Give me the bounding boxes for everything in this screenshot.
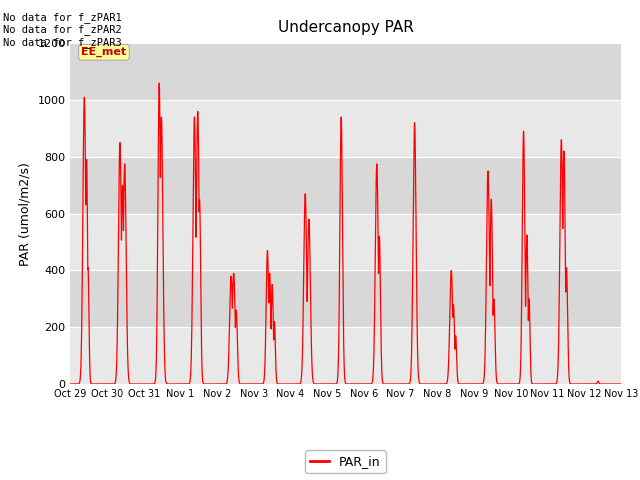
Bar	[70, 43, 621, 100]
Text: EE_met: EE_met	[81, 47, 127, 58]
Bar	[70, 157, 621, 214]
Text: No data for f_zPAR1
No data for f_zPAR2
No data for f_zPAR3: No data for f_zPAR1 No data for f_zPAR2 …	[3, 12, 122, 48]
Legend: PAR_in: PAR_in	[305, 450, 386, 473]
Bar	[70, 270, 621, 327]
Bar	[70, 100, 621, 157]
Y-axis label: PAR (umol/m2/s): PAR (umol/m2/s)	[19, 162, 32, 265]
Bar	[70, 214, 621, 270]
Title: Undercanopy PAR: Undercanopy PAR	[278, 20, 413, 35]
Bar	[70, 327, 621, 384]
